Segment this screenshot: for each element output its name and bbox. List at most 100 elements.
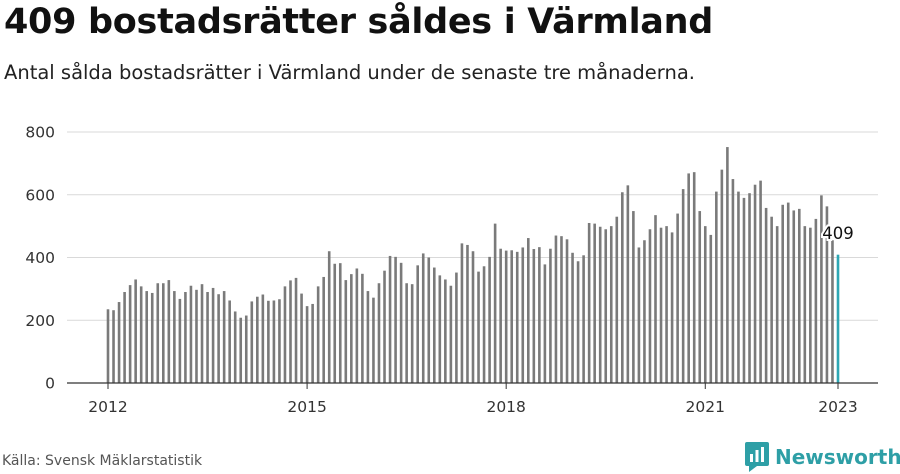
bar [399, 262, 403, 383]
bar [582, 255, 585, 383]
bar [316, 286, 320, 383]
bar [195, 289, 198, 383]
bar [233, 311, 237, 383]
bar [759, 180, 762, 383]
bar [731, 179, 735, 383]
bar [482, 266, 486, 383]
bar-highlight [836, 254, 840, 383]
bar [587, 222, 591, 383]
bar [809, 227, 812, 383]
bar [416, 265, 419, 383]
bar [200, 284, 204, 383]
y-axis-ticks: 0 200 400 600 800 [25, 124, 55, 393]
brand-name: Newsworthy [775, 445, 900, 469]
bar [621, 192, 624, 383]
bar [134, 279, 137, 383]
bar [488, 256, 491, 383]
bar [831, 240, 834, 383]
bar [250, 301, 254, 383]
bar [687, 173, 690, 383]
bar [803, 226, 807, 384]
bar-chart: 0 200 400 600 800 2012 2015 2018 2021 2023 409 [25, 124, 878, 416]
bar [112, 310, 115, 383]
bar [576, 261, 580, 383]
x-axis-ticks: 2012 2015 2018 2021 2023 [88, 383, 858, 416]
bar [720, 169, 724, 383]
bar [156, 283, 160, 383]
bar [327, 251, 331, 383]
bar [615, 216, 619, 383]
bar [571, 252, 574, 383]
bar [643, 240, 646, 383]
bar [665, 226, 668, 384]
bar [510, 250, 514, 383]
chart-subtitle: Antal sålda bostadsrätter i Värmland und… [4, 61, 695, 84]
bar [692, 172, 696, 383]
bar [781, 204, 784, 383]
bars [106, 147, 840, 384]
bar [128, 285, 132, 383]
bar [278, 299, 281, 383]
bar [173, 291, 176, 383]
bar [676, 213, 679, 383]
bar [554, 235, 558, 383]
bar [637, 247, 641, 383]
bar [477, 271, 480, 383]
bar [742, 197, 746, 383]
bar [300, 293, 303, 383]
bar [372, 297, 375, 383]
y-tick-label: 400 [25, 249, 55, 267]
bar [162, 283, 165, 383]
bar [521, 247, 525, 383]
x-tick-label: 2012 [88, 398, 127, 416]
bar [775, 226, 779, 384]
bar [670, 232, 674, 383]
bar [228, 300, 231, 383]
bar [814, 218, 818, 383]
bar [753, 184, 757, 383]
bar [123, 292, 126, 383]
brand-logo[interactable]: Newsworthy [745, 442, 900, 472]
bar [604, 229, 608, 383]
bar [455, 272, 458, 383]
x-tick-label: 2021 [686, 398, 725, 416]
bar [820, 195, 823, 383]
bar [206, 292, 209, 383]
bar [703, 226, 707, 384]
bar [117, 302, 121, 383]
bar [543, 264, 547, 383]
bar [515, 251, 519, 383]
bar [432, 267, 436, 383]
y-tick-label: 200 [25, 312, 55, 330]
bar [598, 226, 602, 383]
bar [626, 185, 630, 383]
bar [504, 250, 508, 383]
bar [239, 317, 243, 383]
y-tick-label: 0 [45, 375, 55, 393]
bar [350, 274, 353, 383]
bar [471, 251, 475, 383]
bar [366, 291, 370, 383]
bar [394, 256, 397, 383]
bar [709, 234, 713, 383]
bar [294, 277, 298, 383]
bar [466, 244, 469, 383]
bar [444, 279, 447, 383]
bar [632, 211, 635, 383]
bar [449, 285, 453, 383]
bar [355, 268, 359, 383]
bar [565, 239, 569, 383]
bar [377, 283, 381, 383]
bar [322, 276, 325, 383]
bar [145, 291, 149, 383]
bar [167, 280, 171, 383]
bar [333, 263, 337, 383]
x-tick-label: 2018 [486, 398, 525, 416]
bar [139, 286, 143, 383]
bar [410, 284, 414, 383]
bar [737, 191, 740, 383]
value-label: 409 [822, 224, 854, 243]
bar [797, 208, 801, 383]
bar [244, 315, 248, 383]
bar [438, 275, 442, 383]
